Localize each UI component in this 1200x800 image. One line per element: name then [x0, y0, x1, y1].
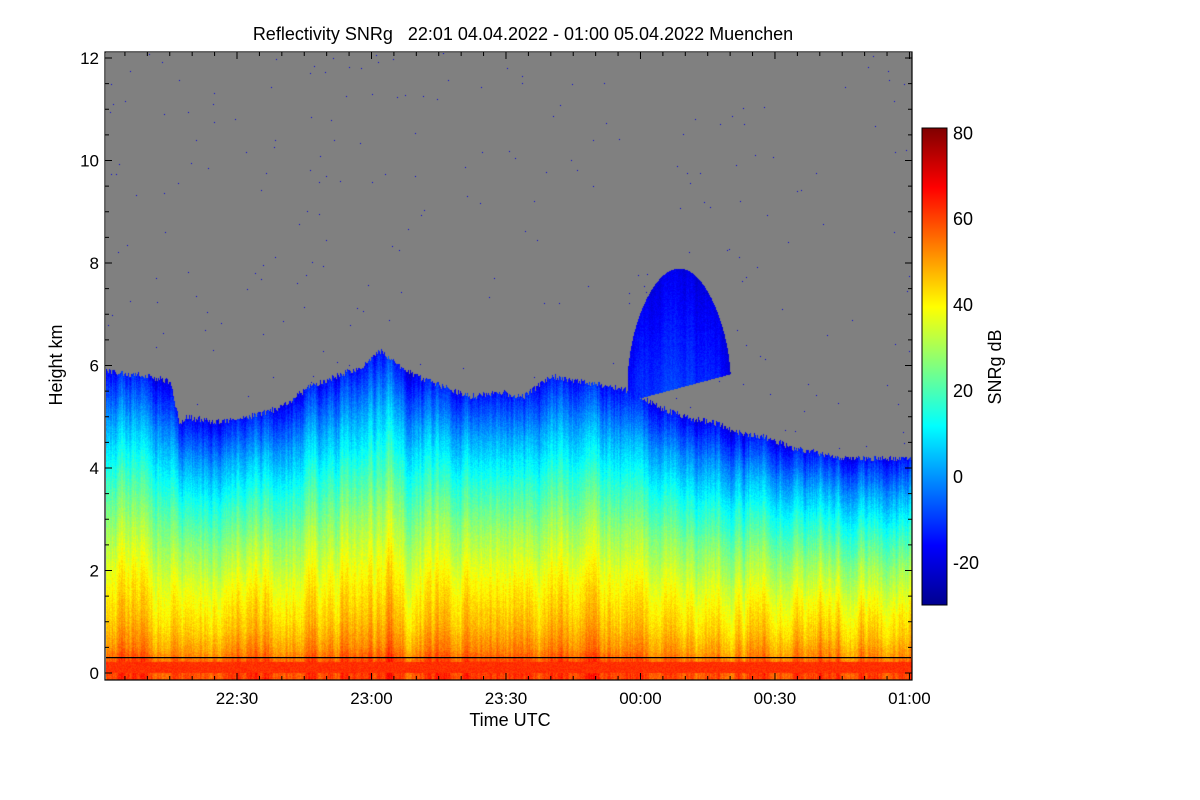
colorbar-tick-label: 80 — [953, 123, 973, 143]
plot-frame — [104, 51, 913, 681]
y-tick-label: 6 — [90, 357, 99, 376]
x-tick-label: 01:00 — [888, 689, 931, 708]
y-tick-label: 10 — [80, 152, 99, 171]
chart-title: Reflectivity SNRg 22:01 04.04.2022 - 01:… — [253, 24, 793, 44]
y-tick-label: 0 — [90, 664, 99, 683]
colorbar-tick-label: 40 — [953, 295, 973, 315]
colorbar-tick-label: 0 — [953, 467, 963, 487]
y-tick-label: 2 — [90, 562, 99, 581]
colorbar — [921, 127, 948, 606]
x-tick-label: 00:00 — [619, 689, 662, 708]
y-tick-label: 12 — [80, 49, 99, 68]
x-tick-label: 00:30 — [754, 689, 797, 708]
y-tick-label: 8 — [90, 254, 99, 273]
colorbar-tick-label: -20 — [953, 553, 979, 573]
x-axis-label: Time UTC — [469, 710, 550, 730]
snr-heatmap — [106, 53, 912, 680]
x-tick-label: 23:00 — [350, 689, 393, 708]
colorbar-label: SNRg dB — [985, 329, 1005, 404]
y-axis-label: Height km — [46, 324, 66, 405]
colorbar-tick-label: 20 — [953, 381, 973, 401]
y-tick-label: 4 — [90, 459, 99, 478]
x-tick-label: 22:30 — [216, 689, 259, 708]
colorbar-tick-label: 60 — [953, 209, 973, 229]
x-tick-label: 23:30 — [485, 689, 528, 708]
